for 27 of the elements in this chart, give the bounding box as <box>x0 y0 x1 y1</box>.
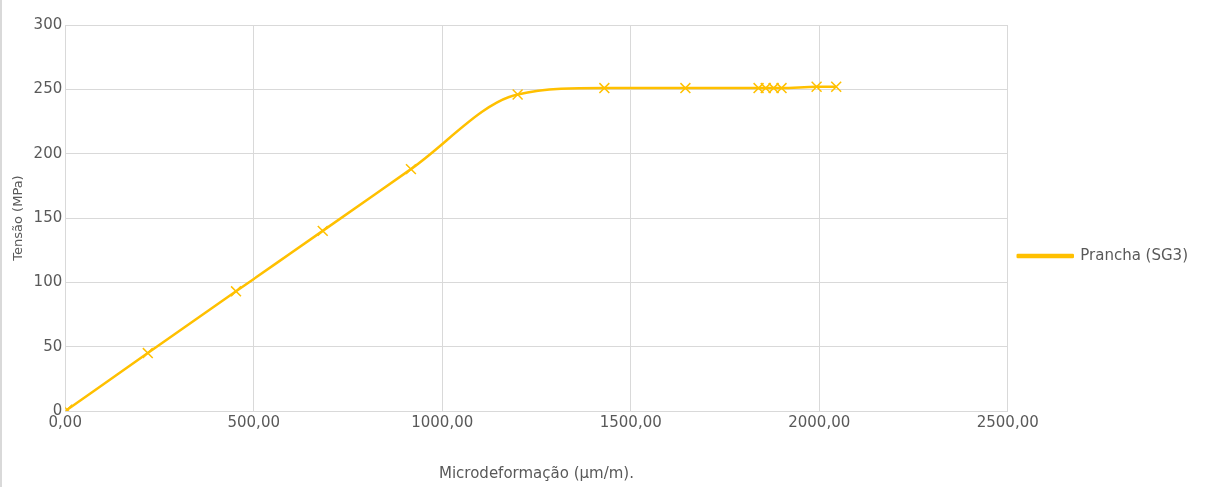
point <box>767 82 780 94</box>
point <box>830 81 842 93</box>
point <box>775 82 788 94</box>
point <box>598 82 611 94</box>
x-tick-label: 1000,00 <box>411 412 474 431</box>
point <box>511 88 524 101</box>
x-tick-label: 2500,00 <box>976 412 1039 431</box>
y-tick-label: 200 <box>33 143 63 162</box>
point <box>760 82 772 94</box>
y-tick-label: 250 <box>33 79 63 98</box>
point <box>142 347 154 359</box>
y-tick-label: 50 <box>43 336 63 355</box>
point <box>810 81 823 93</box>
x-axis-title: Microdeformação (µm/m). <box>439 463 634 482</box>
legend-label: Prancha (SG3) <box>1080 245 1189 264</box>
y-axis-title: Tensão (MPa) <box>10 175 26 262</box>
point <box>405 163 417 175</box>
y-tick-label: 300 <box>33 14 63 33</box>
point <box>317 225 329 237</box>
y-tick-label: 150 <box>33 207 63 226</box>
x-tick-label: 2000,00 <box>788 412 851 431</box>
x-tick-label: 1500,00 <box>599 412 662 431</box>
point <box>679 82 692 94</box>
y-tick-label: 100 <box>33 272 63 291</box>
point <box>752 82 765 94</box>
point <box>230 285 242 298</box>
x-tick-label: 500,00 <box>227 412 280 431</box>
